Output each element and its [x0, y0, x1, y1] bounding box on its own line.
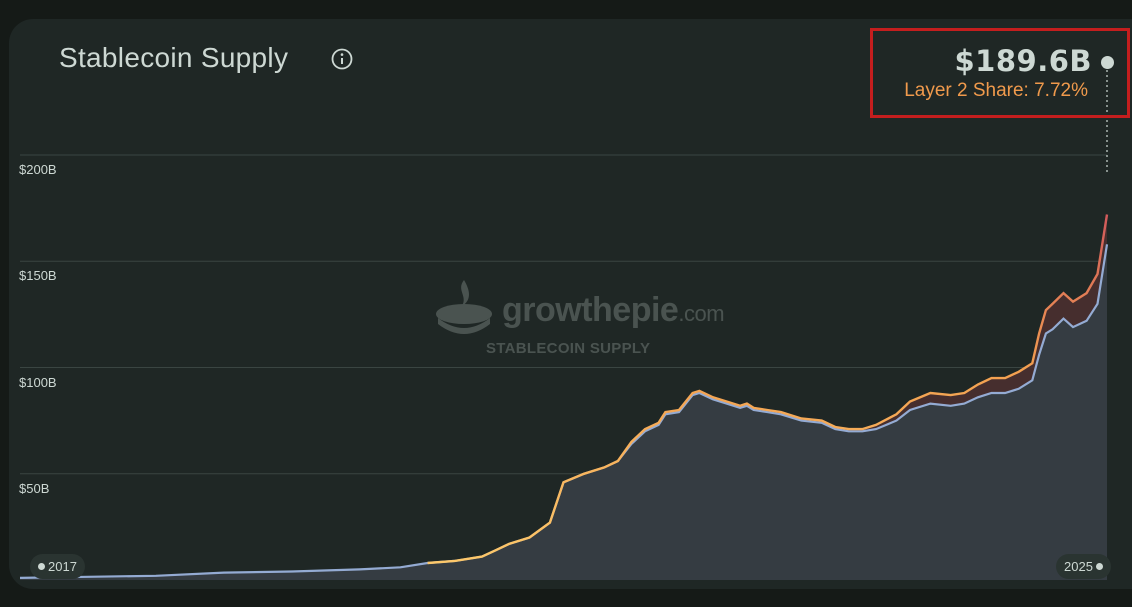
- y-tick-label: $50B: [19, 480, 50, 496]
- highlight-box: [870, 28, 1130, 118]
- timeline-end-handle[interactable]: 2025: [1056, 554, 1111, 579]
- y-tick-label: $200B: [19, 162, 57, 177]
- handle-dot-icon: [1095, 563, 1103, 570]
- y-tick-label: $100B: [19, 374, 57, 390]
- timeline-start-label: 2017: [48, 559, 77, 574]
- value-marker-dot: [1101, 56, 1114, 69]
- watermark-subtitle: STABLECOIN SUPPLY: [486, 340, 651, 357]
- chart-title: Stablecoin Supply: [59, 42, 289, 73]
- layer2-share: Layer 2 Share: 7.72%: [904, 80, 1088, 101]
- pie-logo-icon: [436, 280, 492, 334]
- supply-area-fill: [20, 244, 1107, 581]
- watermark-brand: growthepie.com: [502, 291, 725, 329]
- total-supply-line: [427, 214, 1109, 565]
- watermark: growthepie.com STABLECOIN SUPPLY: [434, 278, 734, 368]
- timeline-start-handle[interactable]: 2017: [30, 554, 85, 579]
- info-icon[interactable]: [331, 48, 353, 70]
- handle-dot-icon: [38, 563, 45, 570]
- y-tick-label: $150B: [19, 268, 57, 284]
- total-value: $189.6B: [954, 44, 1092, 78]
- timeline-end-label: 2025: [1064, 559, 1093, 574]
